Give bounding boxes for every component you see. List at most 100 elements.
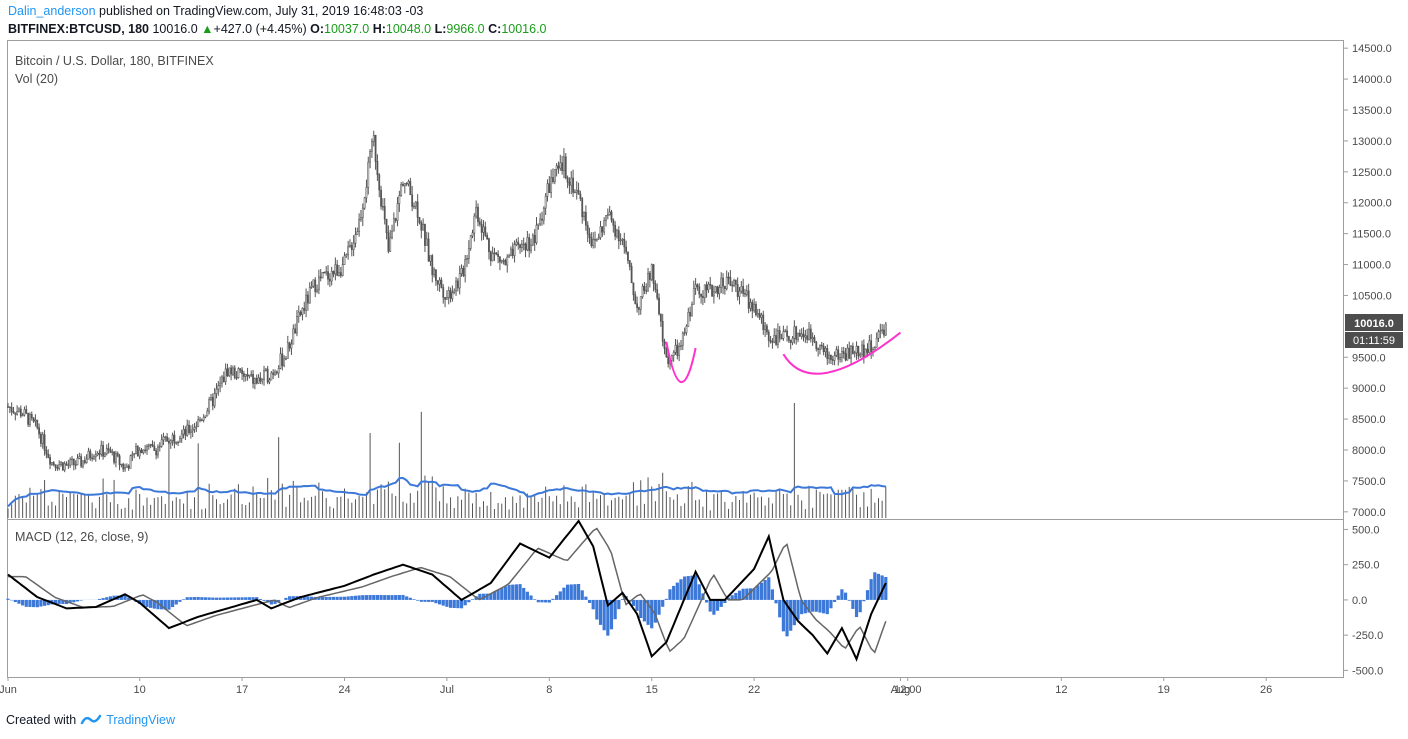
candle-body xyxy=(778,330,781,339)
candle-body xyxy=(606,214,609,217)
candle-body xyxy=(808,328,810,340)
candle-body xyxy=(544,195,547,209)
histogram-bar xyxy=(233,597,237,600)
histogram-bar xyxy=(405,596,409,600)
candle-body xyxy=(488,238,490,253)
annotations[interactable] xyxy=(665,331,902,383)
histogram-bar xyxy=(587,599,592,603)
candle-body xyxy=(277,368,280,374)
time-tick-label: 19 xyxy=(1158,684,1170,696)
histogram-bar xyxy=(427,599,431,602)
candle-body xyxy=(10,407,13,412)
histogram-bar xyxy=(854,599,859,618)
candle-body xyxy=(283,358,286,366)
candle-body xyxy=(691,304,693,317)
candle-body xyxy=(54,464,57,468)
open-label: O: xyxy=(310,22,325,36)
histogram-bar xyxy=(759,582,764,600)
candle-body xyxy=(296,316,298,334)
rounded-bottom-arc[interactable] xyxy=(782,331,902,375)
author-link[interactable]: Dalin_anderson xyxy=(8,4,96,18)
histogram-bar xyxy=(832,599,837,602)
rounded-bottom-arc[interactable] xyxy=(665,341,697,383)
candle-body xyxy=(873,346,876,350)
histogram-bar xyxy=(478,593,482,600)
time-tick-label: Jun xyxy=(0,684,17,696)
histogram-bar xyxy=(778,599,782,618)
histogram-bar xyxy=(189,597,193,600)
candle-body xyxy=(826,347,829,360)
histogram-bar xyxy=(745,588,749,600)
candle-body xyxy=(21,414,24,417)
candle-body xyxy=(394,218,397,221)
candle-body xyxy=(451,292,454,299)
candle-body xyxy=(672,351,675,356)
last-price: 10016.0 xyxy=(152,22,198,36)
histogram-bar xyxy=(547,599,551,603)
candle-body xyxy=(193,427,196,430)
histogram-bar xyxy=(269,599,273,605)
candle-body xyxy=(146,445,148,451)
histogram-bar xyxy=(342,596,347,600)
low-value: 9966.0 xyxy=(446,22,485,36)
candle-body xyxy=(650,264,653,280)
price-tick-label: 13500.0 xyxy=(1352,105,1392,117)
histogram-bar xyxy=(500,588,504,600)
histogram-bar xyxy=(800,599,804,615)
macd-axis[interactable]: -500.0 -250.0 0.0 250.0 500.0 xyxy=(1344,524,1383,677)
candle-body xyxy=(506,256,509,266)
chart-canvas[interactable]: 7000.07500.08000.08500.09000.09500.01050… xyxy=(0,40,1408,705)
histogram-bar xyxy=(756,585,760,600)
histogram-bar xyxy=(353,595,358,600)
candle-body xyxy=(49,457,51,465)
histogram-bar xyxy=(273,599,277,604)
candle-body xyxy=(87,450,90,460)
candle-body xyxy=(714,286,717,293)
histogram-bar xyxy=(101,598,105,600)
histogram-bar xyxy=(28,599,32,607)
histogram-bar xyxy=(160,599,164,610)
candle-body xyxy=(221,376,223,384)
candle-body xyxy=(511,248,514,256)
candle-body xyxy=(427,238,430,262)
time-tick-label: 22 xyxy=(748,684,760,696)
candle-body xyxy=(186,424,189,436)
candle-body xyxy=(475,206,478,217)
candle-body xyxy=(520,244,523,248)
candle-body xyxy=(449,290,452,299)
histogram-bar xyxy=(258,598,262,600)
candle-body xyxy=(784,330,787,332)
histogram-bar xyxy=(200,597,204,600)
time-tick-label: 17 xyxy=(236,684,248,696)
candle-body xyxy=(107,448,110,451)
price-axis[interactable]: 7000.0 7500.0 8000.0 8500.0 9000.0 9500.0 1050… xyxy=(1344,43,1392,519)
candle-body xyxy=(248,374,251,377)
histogram-bar xyxy=(127,597,131,600)
candle-body xyxy=(155,450,158,456)
candle-body xyxy=(85,458,88,463)
candle-body xyxy=(815,341,818,349)
candle-body xyxy=(422,223,425,231)
candle-body xyxy=(23,409,26,416)
candle-body xyxy=(96,452,99,456)
histogram-bar xyxy=(514,584,518,600)
candle-body xyxy=(32,417,35,422)
ohlc-line: BITFINEX:BTCUSD, 180 10016.0 ▲+427.0 (+4… xyxy=(8,22,547,36)
histogram-bar xyxy=(416,599,420,601)
candle-body xyxy=(275,371,278,374)
candle-body xyxy=(508,255,510,258)
candle-body xyxy=(226,368,229,377)
histogram-bar xyxy=(181,599,186,600)
candle-body xyxy=(656,289,659,299)
candle-body xyxy=(217,385,220,390)
candle-body xyxy=(83,460,86,463)
candle-body xyxy=(274,371,276,375)
histogram-bar xyxy=(511,584,515,600)
tradingview-link[interactable]: TradingView xyxy=(106,713,175,727)
candle-body xyxy=(846,347,849,361)
candle-body xyxy=(416,201,419,218)
candle-body xyxy=(661,320,664,342)
histogram-bar xyxy=(222,597,226,600)
histogram-bar xyxy=(192,597,197,600)
